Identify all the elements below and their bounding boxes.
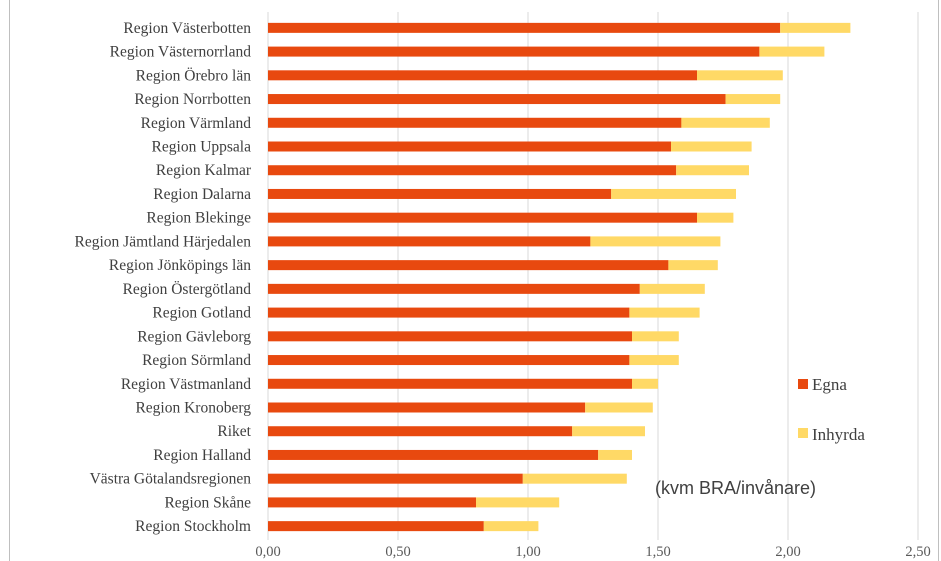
- bar-inhyrda-region-stockholm: [483, 521, 539, 532]
- category-label: Region Stockholm: [135, 518, 251, 535]
- bar-inhyrda-region-blekinge: [697, 212, 734, 223]
- bar-inhyrda-region-vastmanland: [632, 378, 658, 389]
- bar-inhyrda-region-varmland: [681, 117, 770, 128]
- bar-inhyrda-region-vasternorrland: [759, 46, 825, 57]
- unit-annotation: (kvm BRA/invånare): [655, 478, 816, 498]
- bar-egna-region-vasternorrland: [268, 46, 760, 57]
- bar-inhyrda-region-dalarna: [611, 188, 736, 199]
- category-label: Region Örebro län: [136, 67, 252, 84]
- chart-frame-right-edge: [938, 0, 939, 561]
- legend-label-egna: Egna: [812, 375, 847, 394]
- category-label: Region Dalarna: [153, 186, 251, 203]
- category-label: Region Västernorrland: [110, 44, 252, 61]
- category-label: Region Skåne: [164, 494, 251, 511]
- category-label: Region Blekinge: [146, 210, 251, 227]
- bar-egna-region-norrbotten: [268, 94, 726, 105]
- bar-inhyrda-region-sormland: [629, 355, 679, 366]
- bar-egna-riket: [268, 426, 573, 437]
- bar-egna-region-varmland: [268, 117, 682, 128]
- bar-egna-region-gavleborg: [268, 331, 632, 342]
- bar-egna-region-orebro-lan: [268, 70, 697, 81]
- bar-inhyrda-region-kronoberg: [585, 402, 653, 413]
- bar-egna-vastra-gotalandsregionen: [268, 473, 523, 484]
- x-tick-label: 2,00: [775, 544, 800, 560]
- bar-egna-region-jamtland-harjedalen: [268, 236, 591, 247]
- bar-egna-region-kalmar: [268, 165, 677, 176]
- bar-inhyrda-vastra-gotalandsregionen: [522, 473, 627, 484]
- x-tick-label: 0,00: [255, 544, 280, 560]
- category-label: Region Gotland: [152, 305, 251, 322]
- category-label: Region Västmanland: [121, 376, 251, 393]
- bar-egna-region-stockholm: [268, 521, 484, 532]
- x-tick-label: 1,00: [515, 544, 540, 560]
- bar-inhyrda-riket: [572, 426, 645, 437]
- bar-egna-region-blekinge: [268, 212, 697, 223]
- category-label: Riket: [217, 423, 251, 440]
- bar-egna-region-uppsala: [268, 141, 671, 152]
- bar-egna-region-dalarna: [268, 188, 612, 199]
- bar-egna-region-skane: [268, 497, 476, 508]
- bar-egna-region-vastmanland: [268, 378, 632, 389]
- bar-inhyrda-region-jonkopings-lan: [668, 260, 718, 271]
- bar-inhyrda-region-vasterbotten: [780, 22, 851, 33]
- category-label: Region Jämtland Härjedalen: [75, 233, 252, 250]
- bar-inhyrda-region-uppsala: [671, 141, 752, 152]
- bar-egna-region-vasterbotten: [268, 22, 781, 33]
- category-labels: Region Västerbotten Region Västernorrland…: [75, 20, 252, 535]
- legend-swatch-egna: [798, 379, 808, 389]
- legend-label-inhyrda: Inhyrda: [812, 425, 865, 444]
- bar-inhyrda-region-gavleborg: [632, 331, 679, 342]
- category-label: Region Östergötland: [123, 281, 252, 298]
- bar-inhyrda-region-jamtland-harjedalen: [590, 236, 721, 247]
- category-label: Region Värmland: [141, 115, 252, 132]
- legend-swatch-inhyrda: [798, 428, 808, 438]
- chart-frame-left-edge: [9, 0, 10, 561]
- category-label: Region Gävleborg: [137, 328, 251, 345]
- category-label: Region Västerbotten: [123, 20, 251, 37]
- gridlines: [267, 12, 919, 540]
- category-label: Västra Götalandsregionen: [90, 471, 252, 488]
- bar-inhyrda-region-skane: [476, 497, 560, 508]
- category-label: Region Sörmland: [142, 352, 251, 369]
- bar-inhyrda-region-ostergotland: [639, 283, 705, 294]
- category-label: Region Kronoberg: [135, 400, 251, 417]
- category-label: Region Jönköpings län: [109, 257, 251, 274]
- bar-egna-region-jonkopings-lan: [268, 260, 669, 271]
- category-label: Region Halland: [153, 447, 251, 464]
- bar-inhyrda-region-halland: [598, 449, 632, 460]
- bar-egna-region-ostergotland: [268, 283, 640, 294]
- category-label: Region Kalmar: [156, 162, 252, 179]
- x-tick-label: 2,50: [905, 544, 930, 560]
- x-tick-labels: 0,00 0,50 1,00 1,50 2,00 2,50: [255, 544, 930, 560]
- bar-inhyrda-region-gotland: [629, 307, 700, 318]
- legend: Egna Inhyrda: [798, 375, 865, 444]
- x-tick-label: 1,50: [645, 544, 670, 560]
- category-label: Region Norrbotten: [134, 91, 251, 108]
- x-tick-label: 0,50: [385, 544, 410, 560]
- category-label: Region Uppsala: [152, 139, 252, 156]
- bar-egna-region-halland: [268, 449, 599, 460]
- bar-egna-region-gotland: [268, 307, 630, 318]
- bars: [268, 22, 851, 532]
- bar-egna-region-kronoberg: [268, 402, 586, 413]
- bar-inhyrda-region-orebro-lan: [697, 70, 783, 81]
- bar-inhyrda-region-norrbotten: [725, 94, 781, 105]
- bar-inhyrda-region-kalmar: [676, 165, 749, 176]
- bar-egna-region-sormland: [268, 355, 630, 366]
